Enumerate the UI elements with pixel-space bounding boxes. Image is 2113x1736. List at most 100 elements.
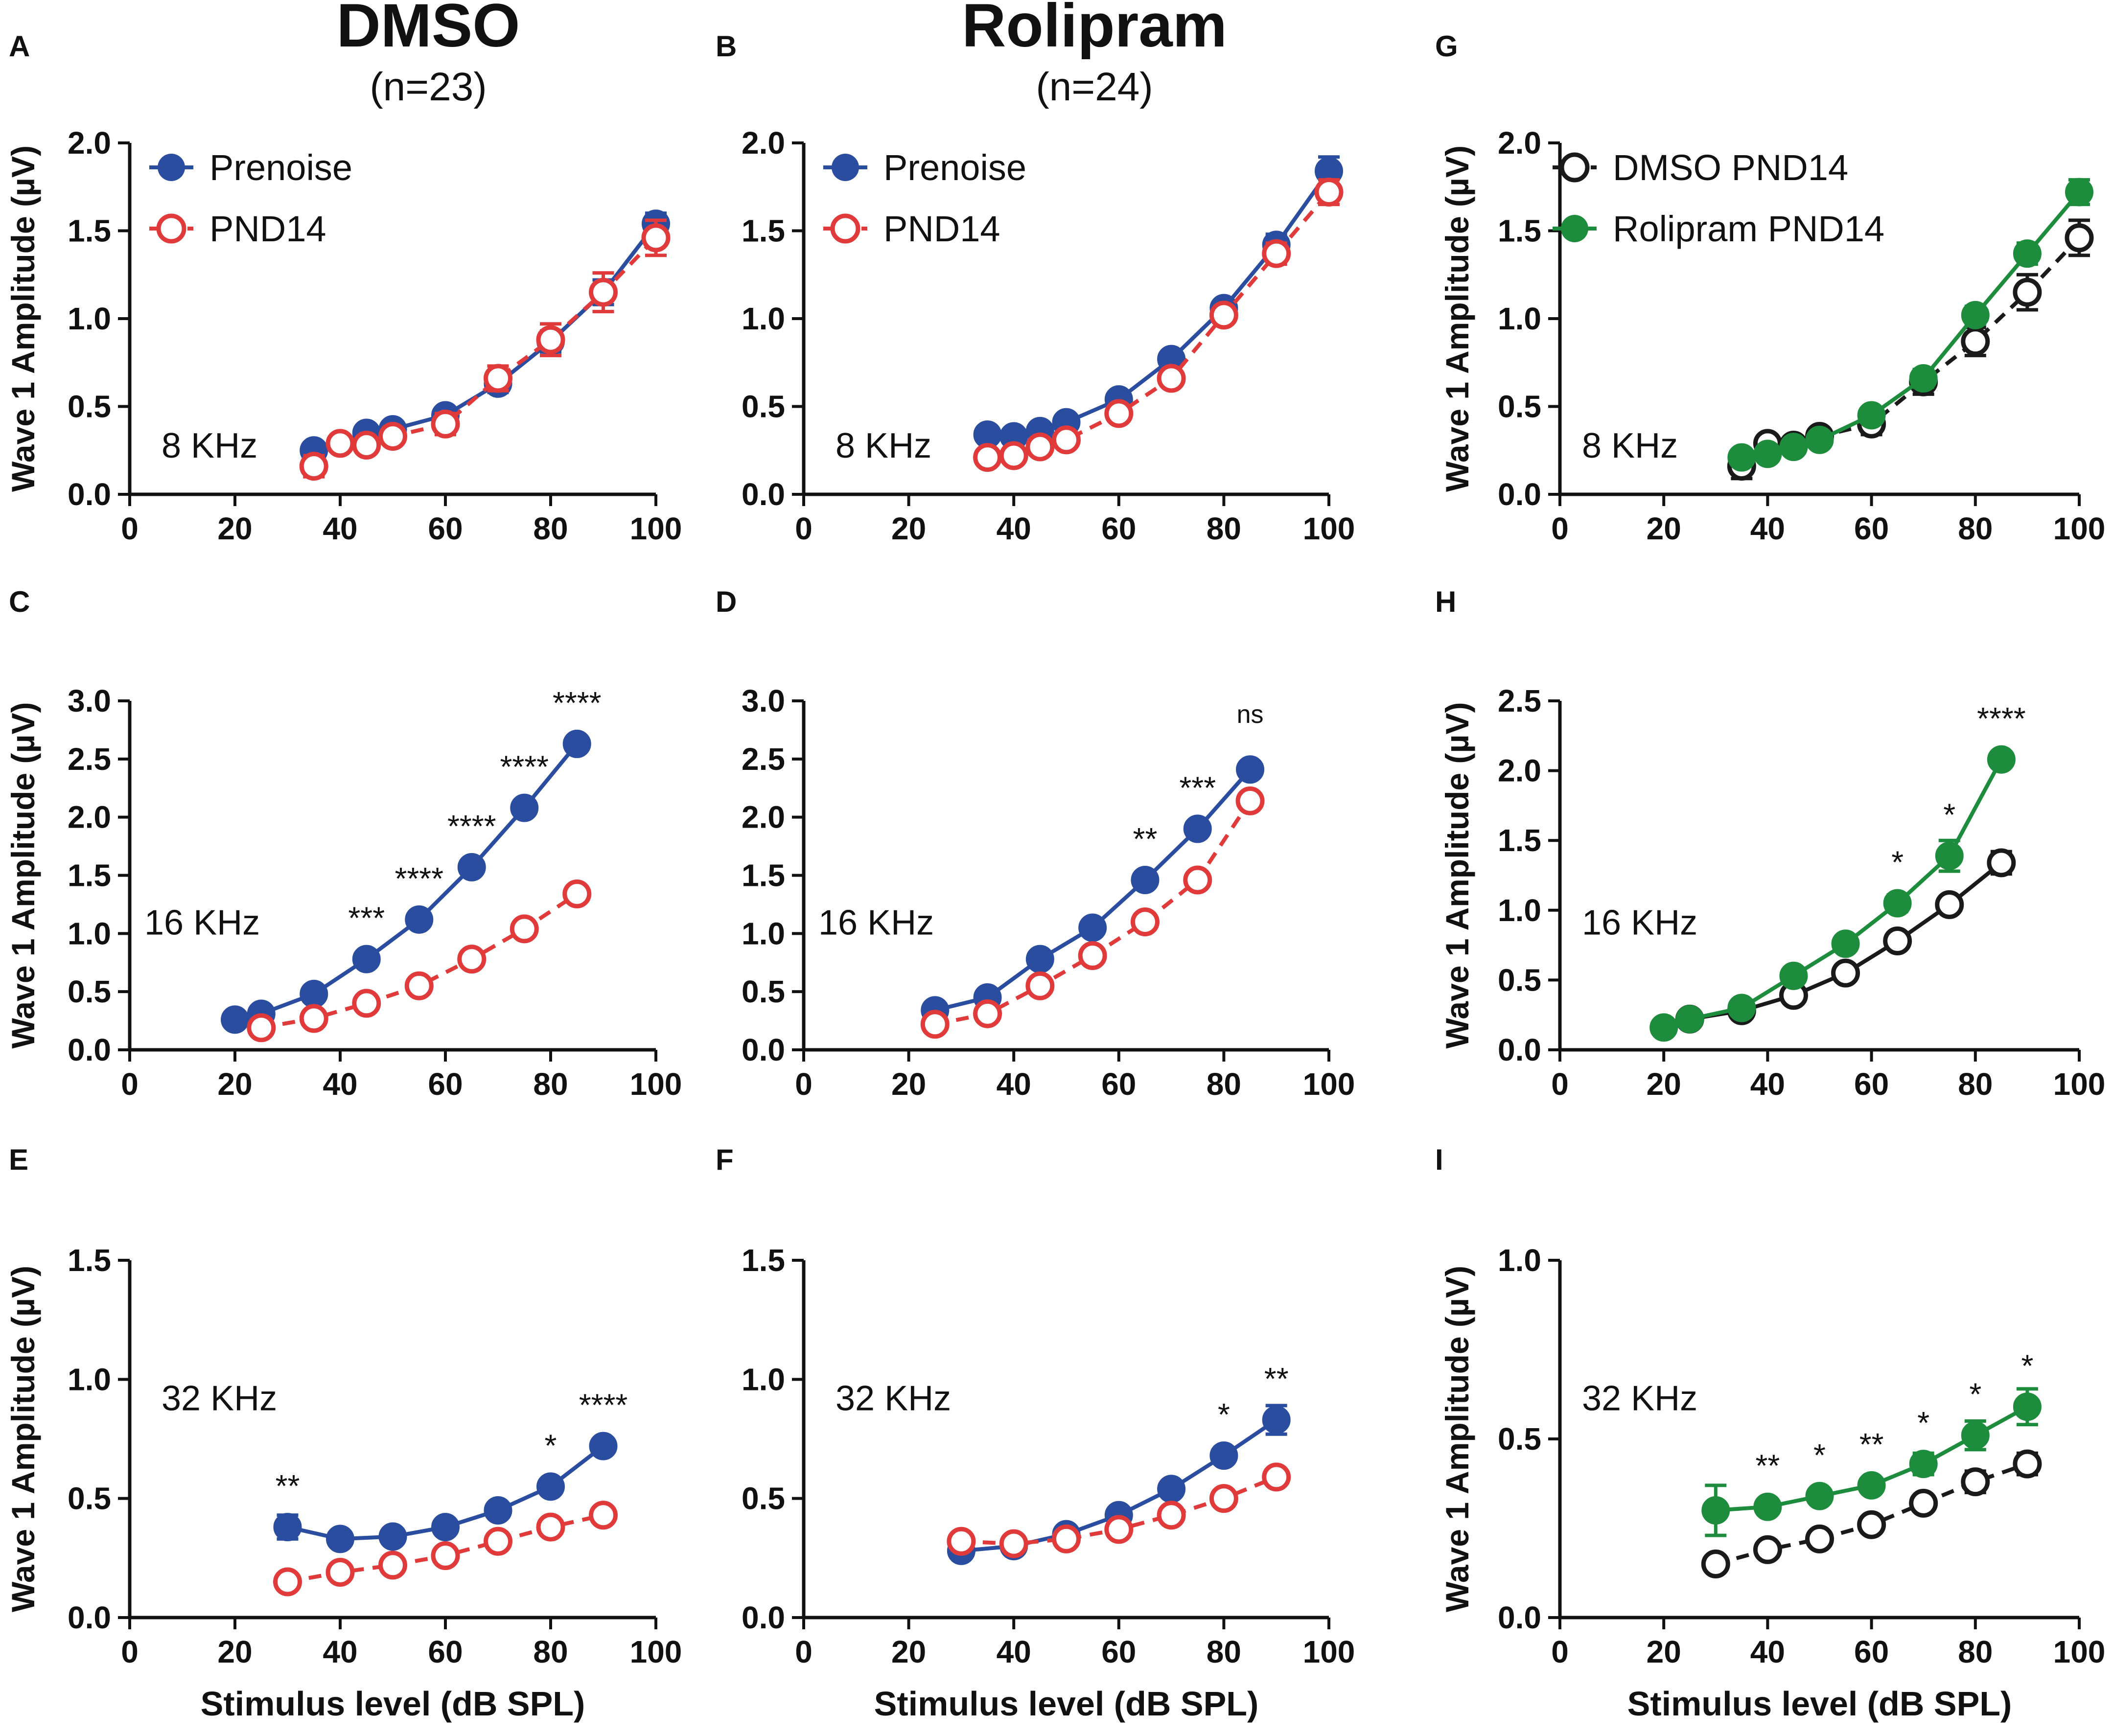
y-tick-label: 0.5 xyxy=(68,1481,111,1516)
data-point xyxy=(431,409,460,439)
series-line xyxy=(987,170,1331,439)
frequency-annotation: 8 KHz xyxy=(836,426,931,465)
data-point xyxy=(273,1567,302,1597)
legend-item: PND14 xyxy=(149,208,326,249)
data-point xyxy=(431,1541,460,1570)
legend-marker xyxy=(158,154,185,181)
legend-marker xyxy=(832,154,859,181)
data-point xyxy=(1701,1550,1730,1578)
data-point xyxy=(299,1004,328,1033)
data-point xyxy=(1183,865,1212,895)
data-point xyxy=(1052,425,1081,455)
y-tick-label: 2.0 xyxy=(742,125,785,161)
panel-f: F 0 20 40 60 80 100 0.0 0.5 1.0 1.5 Stimulus level … xyxy=(716,1143,1355,1723)
frequency-annotation: 8 KHz xyxy=(1582,426,1678,465)
series-prenoise xyxy=(300,209,670,465)
data-point xyxy=(484,1496,512,1525)
y-tick-label: 0.0 xyxy=(1498,1032,1541,1067)
data-point xyxy=(1262,239,1291,268)
significance-label: ** xyxy=(276,1468,300,1504)
data-point xyxy=(1209,1441,1238,1470)
y-tick-label: 1.0 xyxy=(68,301,111,336)
y-axis-label: Wave 1 Amplitude (µV) xyxy=(5,702,41,1049)
y-tick-label: 0.0 xyxy=(742,477,785,512)
x-tick-label: 0 xyxy=(1551,1634,1569,1669)
y-tick-label: 1.0 xyxy=(1498,301,1541,336)
data-point xyxy=(1961,301,1990,329)
frequency-annotation: 16 KHz xyxy=(144,903,260,943)
panel-h: H 0 20 40 60 80 100 0.0 0.5 1.0 1.5 2.0 2.5 Wave 1 Am… xyxy=(1435,585,2105,1102)
x-tick-label: 100 xyxy=(2053,511,2106,546)
significance-label: ** xyxy=(1264,1361,1289,1396)
x-tick-label: 0 xyxy=(1551,1066,1569,1102)
legend-item: DMSO PND14 xyxy=(1553,147,1848,188)
series-pnd14 xyxy=(299,218,671,481)
y-axis-label: Wave 1 Amplitude (µV) xyxy=(5,1266,41,1612)
data-point xyxy=(1857,1471,1886,1500)
y-tick-label: 1.0 xyxy=(1498,1243,1541,1278)
y-tick-label: 2.0 xyxy=(1498,753,1541,788)
x-tick-label: 80 xyxy=(1958,1634,1993,1669)
y-tick-label: 1.5 xyxy=(1498,823,1541,858)
series-prenoise xyxy=(273,1432,618,1553)
data-point xyxy=(1805,1481,1834,1510)
data-point xyxy=(1157,1501,1186,1530)
legend-item: PND14 xyxy=(823,208,1000,249)
y-tick-label: 0.5 xyxy=(742,1481,785,1516)
x-tick-label: 40 xyxy=(1750,1634,1785,1669)
significance-label: * xyxy=(2021,1348,2033,1383)
panel-i: I 0 20 40 60 80 100 0.0 0.5 1.0 Wave 1 Amplitude (… xyxy=(1435,1143,2105,1723)
data-point xyxy=(1025,971,1055,1000)
series-rolipram-pnd14 xyxy=(1701,1387,2042,1537)
data-point xyxy=(1831,929,1860,958)
x-tick-label: 100 xyxy=(1303,1634,1355,1669)
y-tick-label: 0.0 xyxy=(1498,1600,1541,1635)
x-tick-label: 100 xyxy=(1303,1066,1355,1102)
x-tick-label: 60 xyxy=(1101,1066,1136,1102)
frequency-annotation: 32 KHz xyxy=(162,1379,277,1418)
y-tick-label: 1.0 xyxy=(742,301,785,336)
legend-marker xyxy=(830,213,860,244)
x-tick-label: 100 xyxy=(630,511,682,546)
series-dmso-pnd14 xyxy=(1701,1449,2042,1578)
data-point xyxy=(299,452,328,481)
column-title-dmso: DMSO xyxy=(337,0,520,60)
data-point xyxy=(2013,239,2042,268)
data-point xyxy=(484,1527,512,1556)
panel-g: G 0 20 40 60 80 100 0.0 0.5 1.0 1.5 2.0 Wave 1 Ampli… xyxy=(1435,30,2105,546)
y-tick-label: 1.5 xyxy=(68,858,111,893)
x-tick-label: 0 xyxy=(121,1634,139,1669)
data-point xyxy=(1701,1496,1730,1525)
data-point xyxy=(1157,1475,1186,1504)
x-tick-label: 80 xyxy=(533,1066,568,1102)
legend-item: Rolipram PND14 xyxy=(1553,208,1884,249)
panel-e: E 0 20 40 60 80 100 0.0 0.5 1.0 1.5 Wave 1 Amplitud… xyxy=(5,1143,682,1723)
significance-label: **** xyxy=(447,809,496,844)
y-tick-label: 1.5 xyxy=(1498,213,1541,249)
data-point xyxy=(457,945,487,974)
frequency-annotation: 8 KHz xyxy=(162,426,257,465)
y-tick-label: 1.0 xyxy=(742,916,785,951)
series-pnd14 xyxy=(920,786,1265,1039)
x-axis-label: Stimulus level (dB SPL) xyxy=(874,1685,1259,1723)
y-tick-label: 0.5 xyxy=(742,974,785,1009)
x-tick-label: 60 xyxy=(1101,1634,1136,1669)
data-point xyxy=(1857,1510,1886,1539)
panel-letter: A xyxy=(9,30,30,63)
data-point xyxy=(1779,961,1808,990)
x-tick-label: 0 xyxy=(795,1066,813,1102)
legend-marker xyxy=(1561,215,1588,242)
significance-label: *** xyxy=(1179,770,1216,805)
data-point xyxy=(1104,399,1134,428)
data-point xyxy=(352,430,381,460)
data-point xyxy=(1753,1535,1782,1564)
y-axis-label: Wave 1 Amplitude (µV) xyxy=(1439,1266,1475,1612)
x-tick-label: 100 xyxy=(630,1634,682,1669)
y-tick-label: 0.5 xyxy=(68,974,111,1009)
x-tick-label: 60 xyxy=(1854,1066,1889,1102)
y-tick-label: 0.0 xyxy=(1498,477,1541,512)
x-tick-label: 0 xyxy=(121,511,139,546)
x-tick-label: 80 xyxy=(533,1634,568,1669)
x-tick-label: 60 xyxy=(1854,511,1889,546)
y-tick-label: 1.0 xyxy=(742,1362,785,1397)
